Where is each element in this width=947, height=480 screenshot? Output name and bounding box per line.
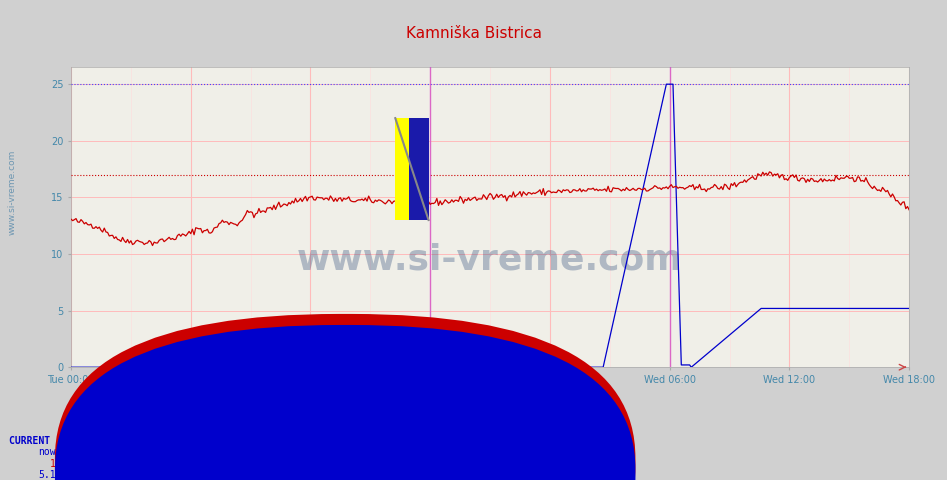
Bar: [395, 118, 429, 220]
Text: 11: 11: [145, 459, 156, 469]
Text: Slovenia / weather data - automatic stations.: Slovenia / weather data - automatic stat…: [356, 382, 591, 392]
Text: 5.19: 5.19: [38, 470, 62, 480]
Polygon shape: [408, 118, 429, 220]
Text: last two days / 5 minutes.: last two days / 5 minutes.: [406, 395, 541, 405]
Text: www.si-vreme.com: www.si-vreme.com: [297, 243, 683, 276]
Text: 24.81: 24.81: [297, 470, 327, 480]
Text: Kamniška Bistrica: Kamniška Bistrica: [405, 26, 542, 41]
Text: 17: 17: [315, 459, 327, 469]
Text: Kamniška Bistrica: Kamniška Bistrica: [339, 447, 438, 457]
Polygon shape: [408, 118, 429, 175]
Text: 4.14: 4.14: [218, 470, 241, 480]
Text: now:: now:: [38, 447, 62, 457]
Text: average:: average:: [194, 447, 241, 457]
Text: vertical line - 24 hrs  divider: vertical line - 24 hrs divider: [400, 420, 547, 431]
Text: Values: average  Units: imperial  Line: maximum: Values: average Units: imperial Line: ma…: [347, 408, 600, 418]
Text: www.si-vreme.com: www.si-vreme.com: [8, 149, 17, 235]
Text: air temp.[F]: air temp.[F]: [354, 459, 424, 469]
Text: maximum:: maximum:: [279, 447, 327, 457]
Text: 0.00: 0.00: [133, 470, 156, 480]
Text: precipi- tation[in]: precipi- tation[in]: [354, 470, 466, 480]
Text: 14: 14: [230, 459, 241, 469]
Text: CURRENT AND HISTORICAL DATA: CURRENT AND HISTORICAL DATA: [9, 436, 169, 446]
Text: minimum:: minimum:: [109, 447, 156, 457]
Text: 14: 14: [50, 459, 62, 469]
